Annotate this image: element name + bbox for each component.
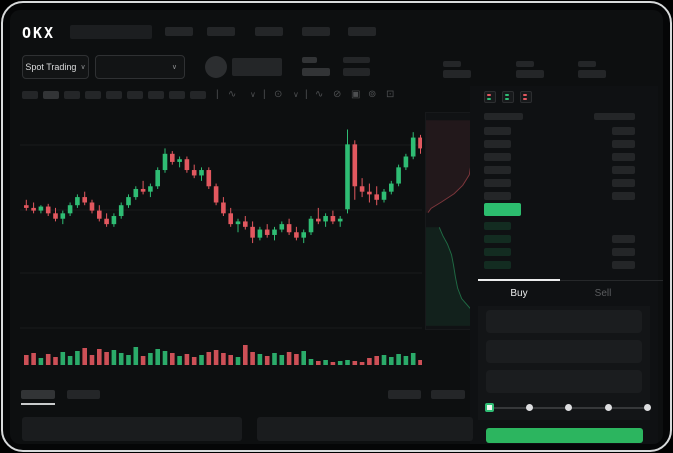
depth-chart[interactable] [425, 112, 478, 330]
compare-icon[interactable]: ⊙ [274, 89, 283, 100]
ask-price-placeholder[interactable] [484, 166, 511, 174]
bottom-panel-placeholder [22, 417, 242, 441]
timeframe-button-placeholder[interactable] [169, 91, 185, 99]
price-input-placeholder[interactable] [486, 310, 642, 333]
bid-price-placeholder[interactable] [484, 235, 511, 243]
timeframe-button-placeholder[interactable] [64, 91, 80, 99]
ask-size-placeholder [612, 166, 635, 174]
camera-icon[interactable]: ▣ [351, 89, 361, 100]
okx-logo: OKX [22, 24, 56, 42]
slider-step-dot[interactable] [644, 404, 651, 411]
timeframe-button-placeholder-active[interactable] [43, 91, 59, 99]
chevron-down-icon: ∨ [80, 63, 86, 71]
ask-size-placeholder [612, 153, 635, 161]
market-type-label: Spot Trading [25, 62, 77, 72]
slider-step-dot[interactable] [565, 404, 572, 411]
timeframe-button-placeholder[interactable] [85, 91, 101, 99]
market-type-selector[interactable]: Spot Trading ∨ [22, 55, 89, 79]
orderbook-col-header-placeholder [594, 113, 635, 120]
bottom-tab-placeholder-active[interactable] [21, 390, 55, 399]
bid-size-placeholder [612, 248, 635, 256]
toolbar-separator: | [263, 89, 266, 100]
nav-item-placeholder[interactable] [302, 27, 330, 36]
book-view-bids-icon[interactable] [502, 91, 514, 103]
nav-item-placeholder[interactable] [207, 27, 235, 36]
stat-label-placeholder [343, 57, 370, 63]
bid-size-placeholder [612, 235, 635, 243]
ask-size-placeholder [612, 192, 635, 200]
pair-name-placeholder [232, 58, 282, 76]
stat-label-placeholder [302, 57, 317, 63]
ask-price-placeholder[interactable] [484, 140, 511, 148]
slider-step-dot[interactable] [526, 404, 533, 411]
amount-input-placeholder[interactable] [486, 340, 642, 363]
ask-price-placeholder[interactable] [484, 127, 511, 135]
stat-label-placeholder [516, 61, 534, 67]
pair-selector[interactable]: ∨ [95, 55, 185, 79]
bid-price-placeholder[interactable] [484, 222, 511, 230]
bottom-action-placeholder[interactable] [431, 390, 465, 399]
book-view-all-icon[interactable] [484, 91, 496, 103]
tab-sell[interactable]: Sell [594, 288, 612, 299]
timeframe-button-placeholder[interactable] [127, 91, 143, 99]
app-window: OKX Spot Trading ∨ ∨ [10, 10, 663, 444]
timeframe-button-placeholder[interactable] [22, 91, 38, 99]
fullscreen-icon[interactable]: ⊡ [386, 89, 395, 100]
indicators-icon[interactable]: ∿ [228, 89, 237, 100]
nav-item-placeholder[interactable] [255, 27, 283, 36]
stat-value-placeholder [343, 68, 370, 76]
ask-size-placeholder [612, 127, 635, 135]
toolbar-separator: | [305, 89, 308, 100]
ask-size-placeholder [612, 140, 635, 148]
pair-logo-avatar [205, 56, 227, 78]
stat-value-placeholder [302, 68, 330, 76]
ask-price-placeholder[interactable] [484, 153, 511, 161]
tab-divider [478, 280, 663, 281]
timeframe-button-placeholder[interactable] [148, 91, 164, 99]
bottom-tab-underline [21, 403, 55, 405]
ask-price-placeholder[interactable] [484, 179, 511, 187]
last-price-tag[interactable] [484, 203, 521, 216]
chevron-down-icon: ∨ [171, 63, 177, 71]
ask-price-placeholder[interactable] [484, 192, 511, 200]
stat-value-placeholder [443, 70, 471, 78]
stat-value-placeholder [516, 70, 544, 78]
toolbar-separator: | [216, 89, 219, 100]
timeframe-button-placeholder[interactable] [190, 91, 206, 99]
slider-handle[interactable] [485, 403, 494, 412]
timeframe-button-placeholder[interactable] [106, 91, 122, 99]
buy-submit-button[interactable] [486, 428, 643, 443]
bid-price-placeholder[interactable] [484, 248, 511, 256]
book-view-asks-icon[interactable] [520, 91, 532, 103]
bottom-panel-placeholder [257, 417, 473, 441]
chevron-down-icon[interactable]: ∨ [250, 90, 256, 99]
active-tab-indicator [478, 279, 560, 281]
bid-size-placeholder [612, 261, 635, 269]
line-type-icon[interactable]: ∿ [315, 89, 324, 100]
stat-label-placeholder [443, 61, 461, 67]
header-search-placeholder[interactable] [70, 25, 152, 39]
nav-item-placeholder[interactable] [165, 27, 193, 36]
orderbook-col-header-placeholder [484, 113, 523, 120]
chevron-down-icon[interactable]: ∨ [293, 90, 299, 99]
slider-step-dot[interactable] [605, 404, 612, 411]
ask-size-placeholder [612, 179, 635, 187]
nav-item-placeholder[interactable] [348, 27, 376, 36]
stat-label-placeholder [578, 61, 596, 67]
stat-value-placeholder [578, 70, 606, 78]
tab-buy[interactable]: Buy [510, 288, 528, 299]
history-icon[interactable]: ⊚ [368, 89, 377, 100]
bottom-action-placeholder[interactable] [388, 390, 421, 399]
bottom-tab-placeholder[interactable] [67, 390, 100, 399]
total-input-placeholder[interactable] [486, 370, 642, 393]
drawing-tools-icon[interactable]: ⊘ [333, 89, 342, 100]
candlestick-chart[interactable] [20, 112, 422, 372]
bid-price-placeholder[interactable] [484, 261, 511, 269]
